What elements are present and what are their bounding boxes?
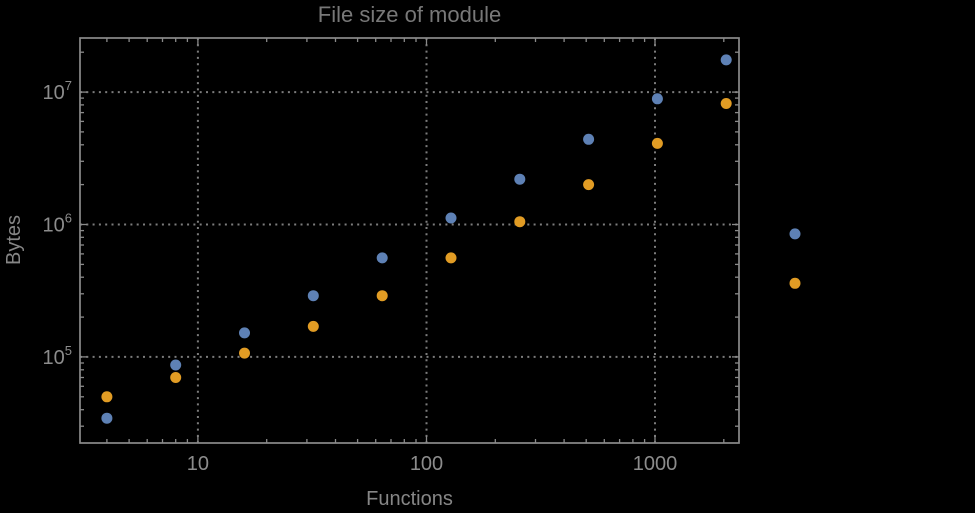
series-2-orange-points [101, 98, 801, 403]
data-point [789, 277, 801, 289]
data-point [651, 137, 663, 149]
y-tick-labels: 105 106 107 [43, 78, 72, 369]
data-point [101, 412, 113, 424]
data-point [376, 252, 388, 264]
data-point [789, 228, 801, 240]
data-point [101, 391, 113, 403]
data-point [239, 347, 250, 359]
y-tick-label: 106 [43, 211, 72, 237]
data-point [583, 179, 595, 191]
plot-frame [79, 37, 740, 444]
x-tick-label: 100 [410, 453, 443, 475]
data-point [445, 212, 457, 224]
data-point [514, 216, 526, 228]
data-point [307, 290, 319, 302]
data-point [445, 252, 457, 264]
x-tick-labels: 10 100 1000 [187, 453, 677, 475]
data-point [720, 54, 732, 66]
data-point [307, 320, 319, 332]
data-point [583, 133, 595, 145]
series-1-blue-points [101, 54, 801, 424]
data-point [514, 173, 526, 185]
data-point [239, 327, 250, 339]
y-axis-label: Bytes [3, 214, 25, 266]
data-point [720, 98, 732, 109]
x-axis-label: Functions [366, 488, 453, 510]
x-tick-label: 10 [187, 453, 209, 475]
data-point [170, 359, 182, 371]
data-point [170, 372, 182, 383]
chart-title: File size of module [317, 2, 502, 27]
data-point [376, 290, 388, 302]
x-tick-label: 1000 [633, 453, 678, 475]
data-point [651, 93, 663, 105]
gridlines [80, 38, 739, 443]
y-tick-label: 105 [43, 343, 72, 369]
y-tick-label: 107 [43, 78, 72, 104]
axis-ticks [80, 38, 739, 443]
